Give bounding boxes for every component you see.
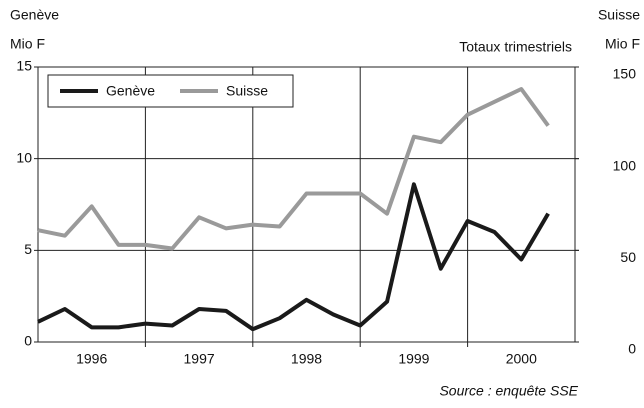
series-line <box>37 87 550 251</box>
x-tick-label: 1998 <box>291 351 322 367</box>
y-tick-label: 15 <box>16 58 32 74</box>
y2-tick-label: 50 <box>620 249 636 265</box>
right-axis-title: Mio F <box>605 36 640 52</box>
source: Source : enquête SSE <box>439 383 578 399</box>
x-tick-label: 1996 <box>76 351 107 367</box>
y-tick-label: 5 <box>24 241 32 257</box>
y-tick-label: 0 <box>24 333 32 349</box>
legend-label: Suisse <box>226 83 268 99</box>
y2-tick-label: 150 <box>613 66 637 82</box>
left-axis-title: Genève <box>10 7 59 23</box>
x-tick-label: 2000 <box>506 351 537 367</box>
right-axis-title: Suisse <box>598 7 640 23</box>
x-tick-label: 1997 <box>184 351 215 367</box>
subtitle: Totaux trimestriels <box>459 39 572 55</box>
left-axis-title: Mio F <box>10 36 45 52</box>
y2-tick-label: 100 <box>613 157 637 173</box>
y2-tick-label: 0 <box>628 341 636 357</box>
legend-label: Genève <box>106 83 155 99</box>
x-tick-label: 1999 <box>398 351 429 367</box>
series-line <box>37 182 550 332</box>
y-tick-label: 10 <box>16 149 32 165</box>
